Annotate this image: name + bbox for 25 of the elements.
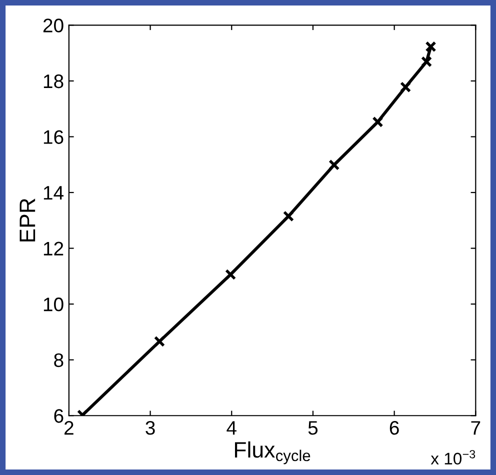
x-axis-title: Flux$_{cycle}$ <box>235 441 310 464</box>
x-tick-label: 6 <box>390 421 399 435</box>
y-axis-title: EPR <box>20 198 36 242</box>
x-tick-label: 2 <box>64 421 74 435</box>
y-tick-label: 6 <box>54 409 64 423</box>
x-tick-label: 3 <box>146 421 155 435</box>
x-tick-label: 7 <box>471 421 480 435</box>
y-tick-label: 18 <box>44 74 64 88</box>
y-tick-label: 12 <box>44 242 64 256</box>
point <box>282 210 294 222</box>
point <box>400 82 412 93</box>
point <box>225 268 236 280</box>
y-tick-label: 10 <box>44 298 64 312</box>
y-tick-label: 8 <box>54 353 64 368</box>
point <box>420 56 432 68</box>
x-tick-label: 4 <box>226 421 236 435</box>
text: x 10$^{−3}$ <box>430 450 476 465</box>
point <box>372 116 384 128</box>
y-tick-label: 20 <box>43 18 64 32</box>
x-tick-label: 5 <box>308 421 318 435</box>
point <box>154 336 166 347</box>
point <box>425 41 436 52</box>
y-tick-label: 16 <box>44 130 64 144</box>
y-tick-label: 14 <box>44 186 64 200</box>
point <box>328 159 340 170</box>
